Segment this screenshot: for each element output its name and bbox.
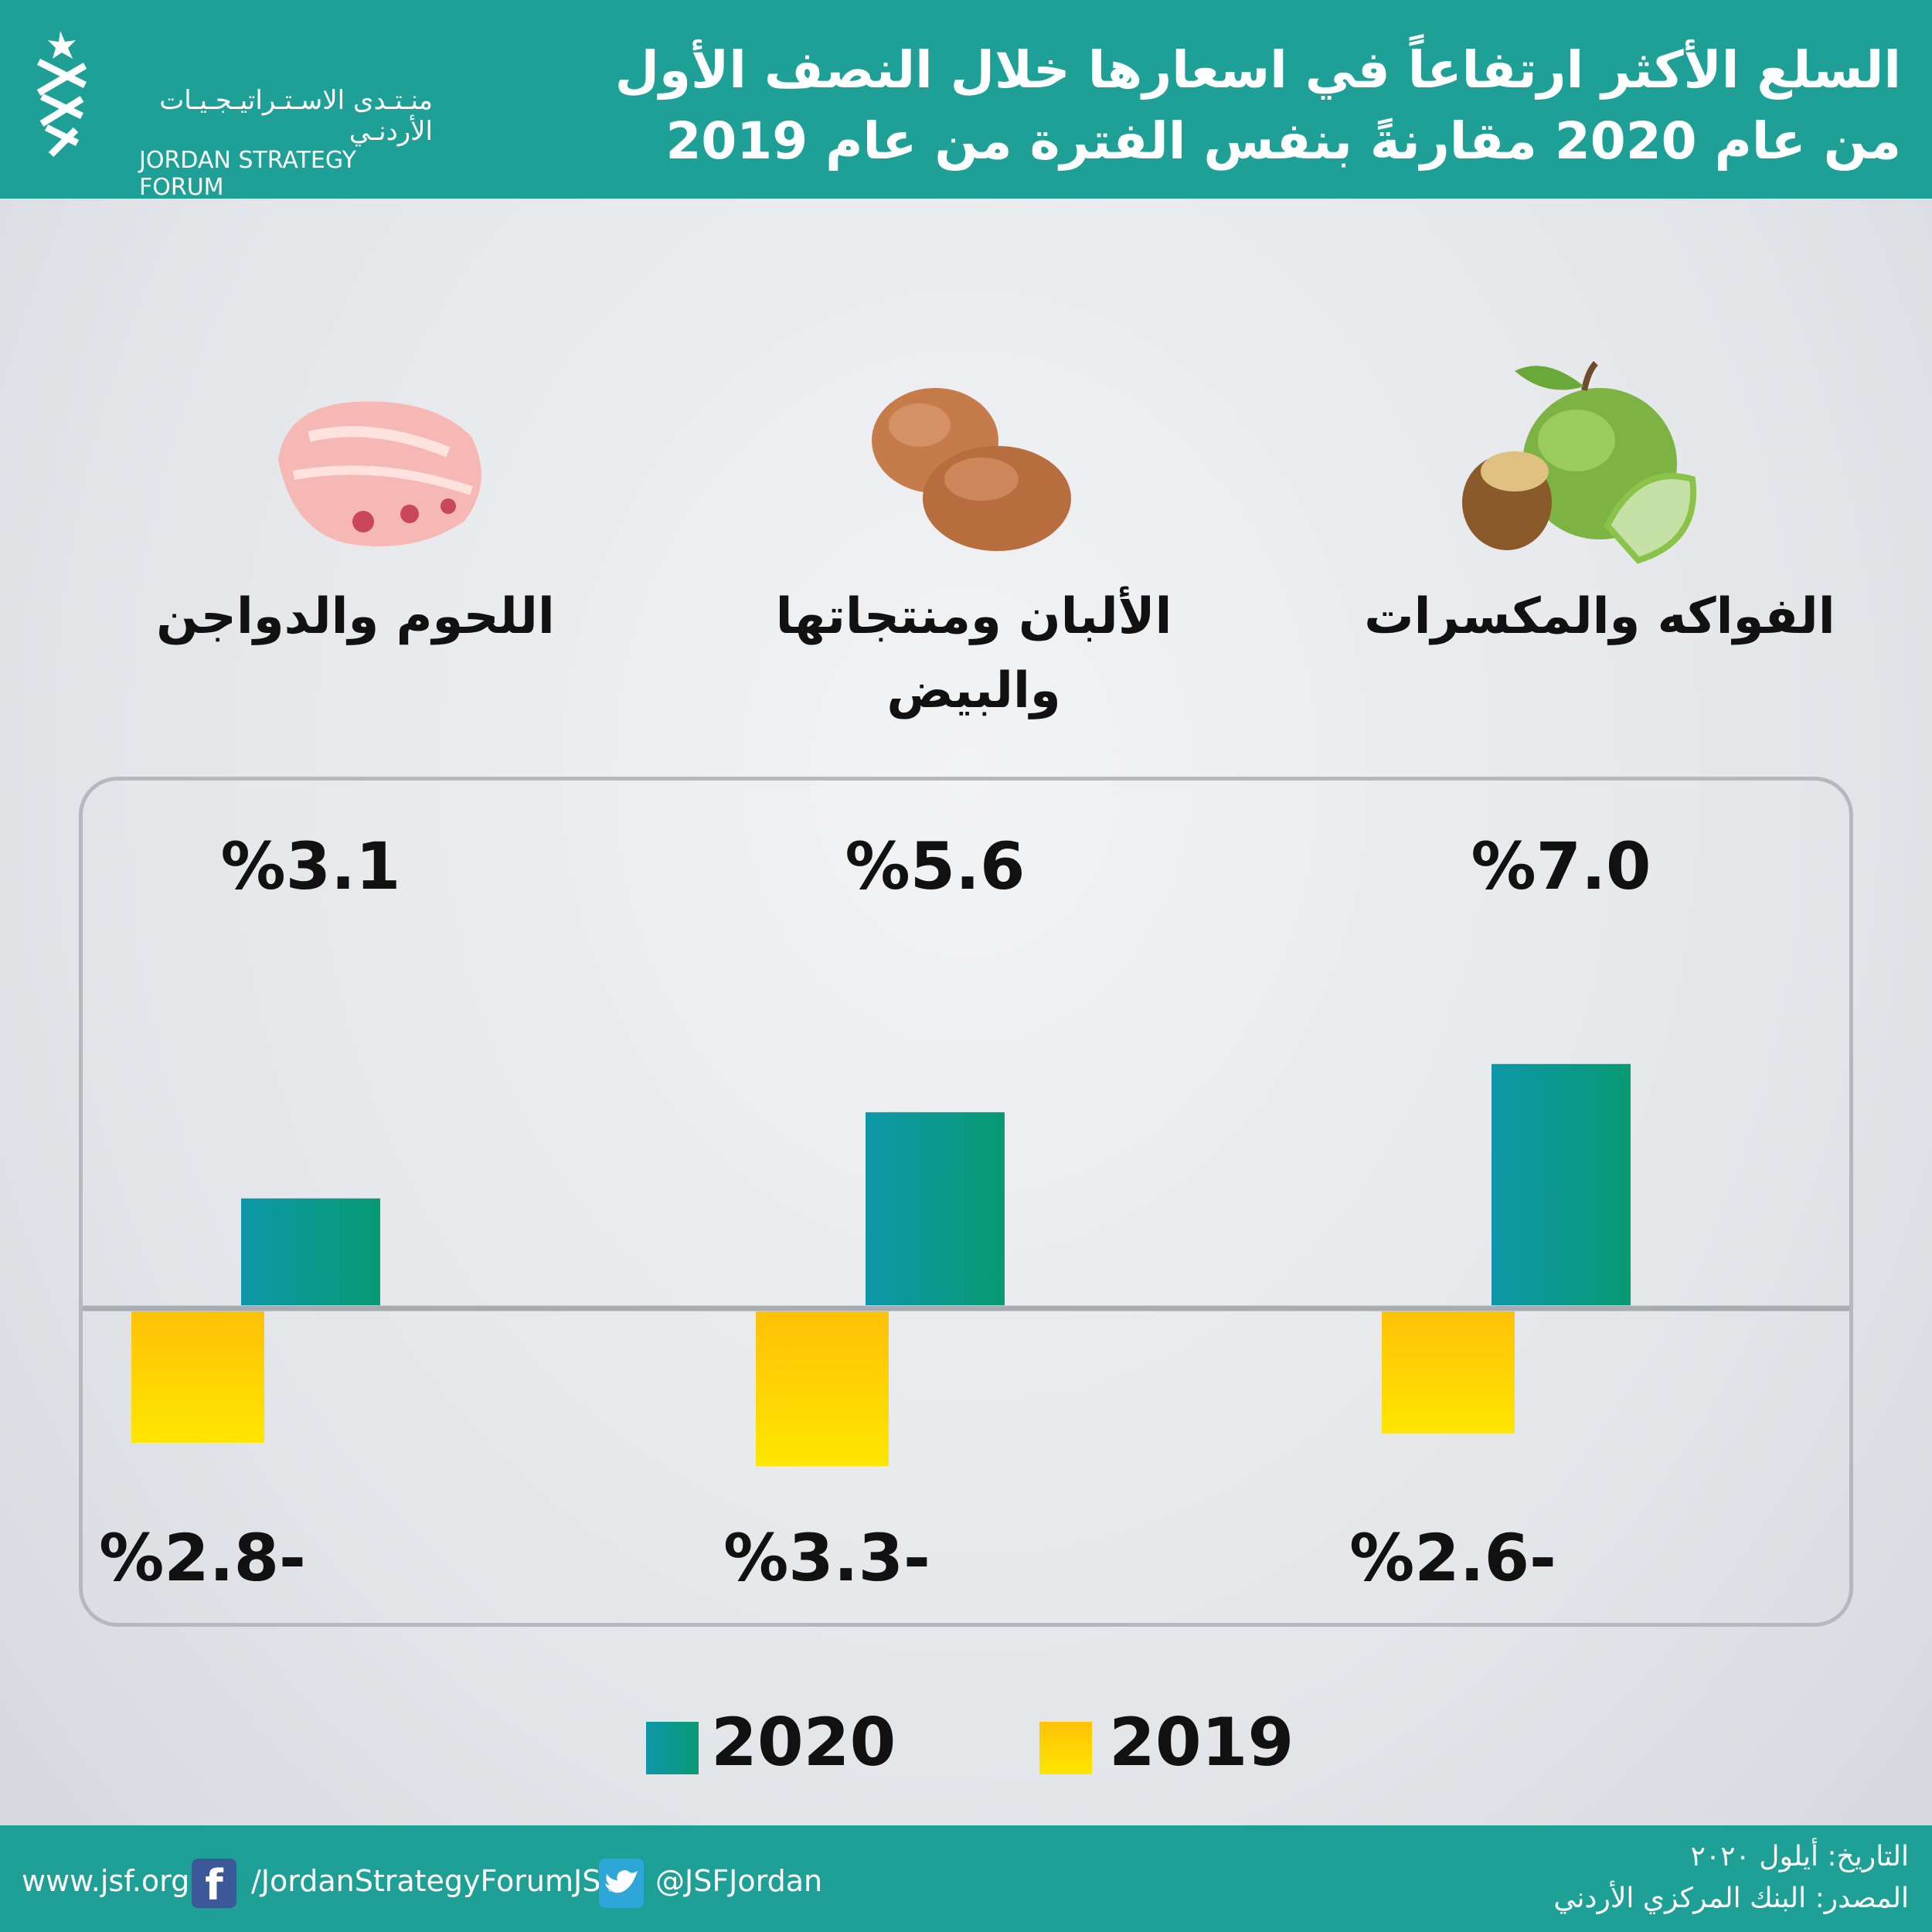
bar-2019-1 (756, 1311, 889, 1467)
twitter-handle[interactable]: @JSFJordan (655, 1864, 823, 1898)
facebook-icon[interactable]: f (192, 1859, 236, 1910)
bar-2020-2 (241, 1198, 380, 1305)
category-label-dairy: الألبان ومنتجاتها والبيض (775, 588, 1172, 719)
twitter-icon[interactable] (599, 1859, 644, 1908)
bar-2019-2 (131, 1311, 264, 1443)
page-title: السلع الأكثر ارتفاعاً في اسعارها خلال ال… (549, 35, 1901, 177)
bar-2019-0 (1382, 1311, 1515, 1434)
data-label-2020-1: %5.6 (845, 828, 1026, 904)
facebook-link[interactable]: /JordanStrategyForumJSF (251, 1864, 618, 1898)
bar-chart: %7.0 %2.6- %5.6 %3.3- %3.1 %2.8- (83, 828, 1849, 1596)
category-label-fruits: الفواكه والمكسرات (1364, 588, 1835, 645)
website-link[interactable]: www.jsf.org (22, 1864, 190, 1898)
chart-panel (79, 777, 1853, 1627)
footer-bar: www.jsf.org f /JordanStrategyForumJSF @J… (0, 1825, 1932, 1932)
meat-icon (278, 401, 481, 546)
legend-label-2020: 2020 (711, 1704, 896, 1781)
source-text: المصدر: البنك المركزي الأردني (1553, 1883, 1909, 1914)
legend-swatch-2020 (646, 1722, 699, 1774)
data-label-2020-2: %3.1 (221, 828, 401, 904)
logo-emblem-icon (36, 31, 87, 158)
category-label-meat: اللحوم والدواجن (156, 588, 555, 645)
data-label-2020-0: %7.0 (1471, 828, 1651, 904)
bar-2020-0 (1492, 1063, 1631, 1305)
title-line-2: من عام 2020 مقارنةً بنفس الفترة من عام 2… (665, 111, 1901, 171)
apple-nut-icon (1462, 361, 1697, 564)
bar-2020-1 (866, 1112, 1005, 1305)
legend-label-2019: 2019 (1109, 1704, 1294, 1781)
header-bar: منـتـدى الاسـتـراتيـجـيـات الأردنـي JORD… (0, 0, 1932, 201)
logo-english-text: JORDAN STRATEGY FORUM (139, 147, 356, 201)
data-label-2019-0: %2.6- (1349, 1520, 1556, 1596)
date-text: التاريخ: أيلول ٢٠٢٠ (1690, 1841, 1910, 1872)
data-label-2019-2: %2.8- (99, 1520, 306, 1596)
jsf-logo: منـتـدى الاسـتـراتيـجـيـات الأردنـي JORD… (31, 31, 464, 201)
data-label-2019-1: %3.3- (723, 1520, 930, 1596)
legend-swatch-2019 (1039, 1722, 1092, 1774)
eggs-icon (872, 388, 1071, 551)
logo-arabic-text: منـتـدى الاسـتـراتيـجـيـات الأردنـي (159, 85, 433, 147)
title-line-1: السلع الأكثر ارتفاعاً في اسعارها خلال ال… (614, 40, 1901, 100)
